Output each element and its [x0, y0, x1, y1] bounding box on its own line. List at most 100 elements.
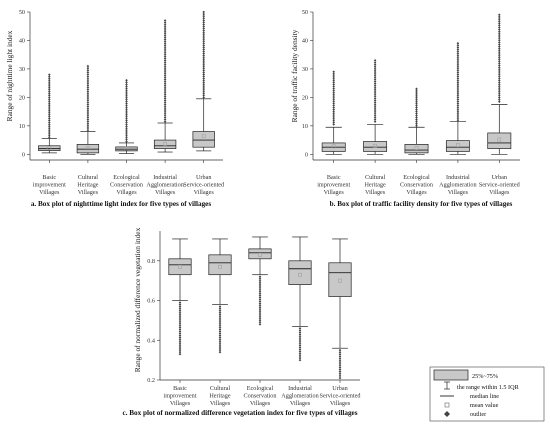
outlier-point: [415, 89, 418, 93]
outlier-point: [202, 16, 205, 20]
outlier-point: [332, 78, 335, 82]
outlier-point: [415, 116, 418, 119]
outlier-point: [373, 107, 377, 111]
category-label: Cultural Heritage Villages: [77, 174, 99, 196]
outlier-point: [163, 63, 167, 67]
category-label: Basic improvement Villages: [33, 174, 66, 196]
outlier-point: [48, 81, 51, 85]
outlier-point: [298, 331, 302, 334]
outlier-point: [86, 128, 90, 132]
mean-marker: [456, 143, 460, 148]
outlier-point: [373, 97, 377, 100]
outlier-point: [498, 36, 501, 40]
outlier-point: [125, 129, 128, 133]
outlier-point: [456, 118, 460, 122]
outlier-point: [48, 75, 51, 79]
panel-b-title: b. Box plot of traffic facility density …: [330, 200, 513, 208]
outlier-point: [258, 281, 262, 285]
legend-box-swatch: [433, 369, 469, 381]
outlier-point: [125, 91, 128, 95]
mean-marker: [86, 146, 90, 151]
outlier-point: [456, 112, 460, 116]
outlier-point: [498, 32, 501, 36]
outlier-point: [163, 111, 167, 115]
outlier-point: [202, 85, 205, 89]
outlier-point: [298, 339, 302, 343]
panel-a-ylabel: Range of nighttime light index: [5, 30, 14, 121]
outlier-point: [48, 104, 51, 108]
outlier-point: [498, 62, 501, 65]
y-tick-label: 50: [19, 9, 25, 16]
outlier-point: [456, 93, 460, 97]
outlier-point: [456, 75, 460, 78]
outlier-point: [456, 89, 460, 93]
outlier-point: [125, 102, 128, 105]
outlier-point: [258, 283, 262, 287]
outlier-point: [373, 86, 377, 90]
outlier-point: [202, 14, 205, 18]
outlier-point: [86, 126, 90, 130]
outlier-point: [163, 40, 167, 43]
y-tick-label: 50: [302, 9, 308, 16]
outlier-point: [86, 101, 90, 104]
outlier-point: [125, 95, 128, 99]
panel-a-title: a. Box plot of nighttime light index for…: [31, 200, 212, 208]
legend-whisker-label: the range within 1.5 IQR: [457, 384, 520, 391]
outlier-point: [373, 90, 377, 94]
outlier-point: [125, 131, 128, 135]
outlier-point: [163, 99, 167, 102]
outlier-point: [48, 73, 51, 76]
outlier-point: [125, 140, 128, 143]
outlier-point: [456, 77, 460, 80]
outlier-point: [178, 323, 182, 327]
outlier-point: [498, 15, 501, 19]
outlier-point: [86, 107, 90, 111]
outlier-point: [373, 116, 377, 119]
outlier-point: [163, 65, 167, 69]
outlier-point: [125, 110, 128, 114]
outlier-point: [258, 306, 262, 310]
outlier-point: [163, 101, 167, 104]
outlier-point: [373, 73, 377, 77]
outlier-point: [338, 366, 342, 369]
y-tick-label: 0.8: [147, 258, 155, 265]
outlier-point: [498, 38, 501, 42]
outlier-point: [86, 71, 90, 74]
outlier-point: [48, 129, 51, 133]
category-label: Urban Service-oriented Villages: [479, 174, 521, 196]
outlier-point: [125, 100, 128, 103]
outlier-point: [332, 87, 335, 90]
outlier-point: [498, 83, 501, 87]
legend-median-label: median line: [470, 393, 499, 400]
outlier-point: [125, 119, 128, 122]
outlier-point: [125, 106, 128, 110]
outlier-point: [498, 94, 501, 97]
outlier-point: [178, 340, 182, 344]
category-label: Cultural Heritage Villages: [364, 174, 386, 196]
outlier-point: [163, 19, 167, 22]
outlier-point: [48, 96, 51, 99]
y-tick-label: 40: [19, 37, 25, 44]
outlier-point: [86, 109, 90, 113]
outlier-point: [125, 93, 128, 97]
outlier-point: [48, 115, 51, 118]
outlier-point: [258, 287, 262, 291]
outlier-point: [178, 307, 182, 311]
outlier-point: [415, 95, 418, 99]
outlier-point: [498, 45, 501, 48]
panel-b: Range of traffic facility density b. Box…: [290, 9, 521, 208]
box-5: Urban Service-oriented Villages: [479, 13, 521, 196]
outlier-point: [298, 329, 302, 332]
outlier-point: [338, 376, 342, 380]
outlier-point: [163, 107, 167, 111]
mean-marker: [163, 142, 167, 147]
outlier-point: [258, 277, 262, 281]
outlier-point: [332, 116, 335, 120]
outlier-point: [202, 56, 205, 60]
outlier-point: [415, 120, 418, 124]
outlier-point: [498, 74, 501, 78]
outlier-point: [373, 80, 377, 83]
outlier-point: [178, 317, 182, 321]
outlier-point: [332, 106, 335, 109]
box-2: Cultural Heritage Villages: [363, 59, 388, 196]
